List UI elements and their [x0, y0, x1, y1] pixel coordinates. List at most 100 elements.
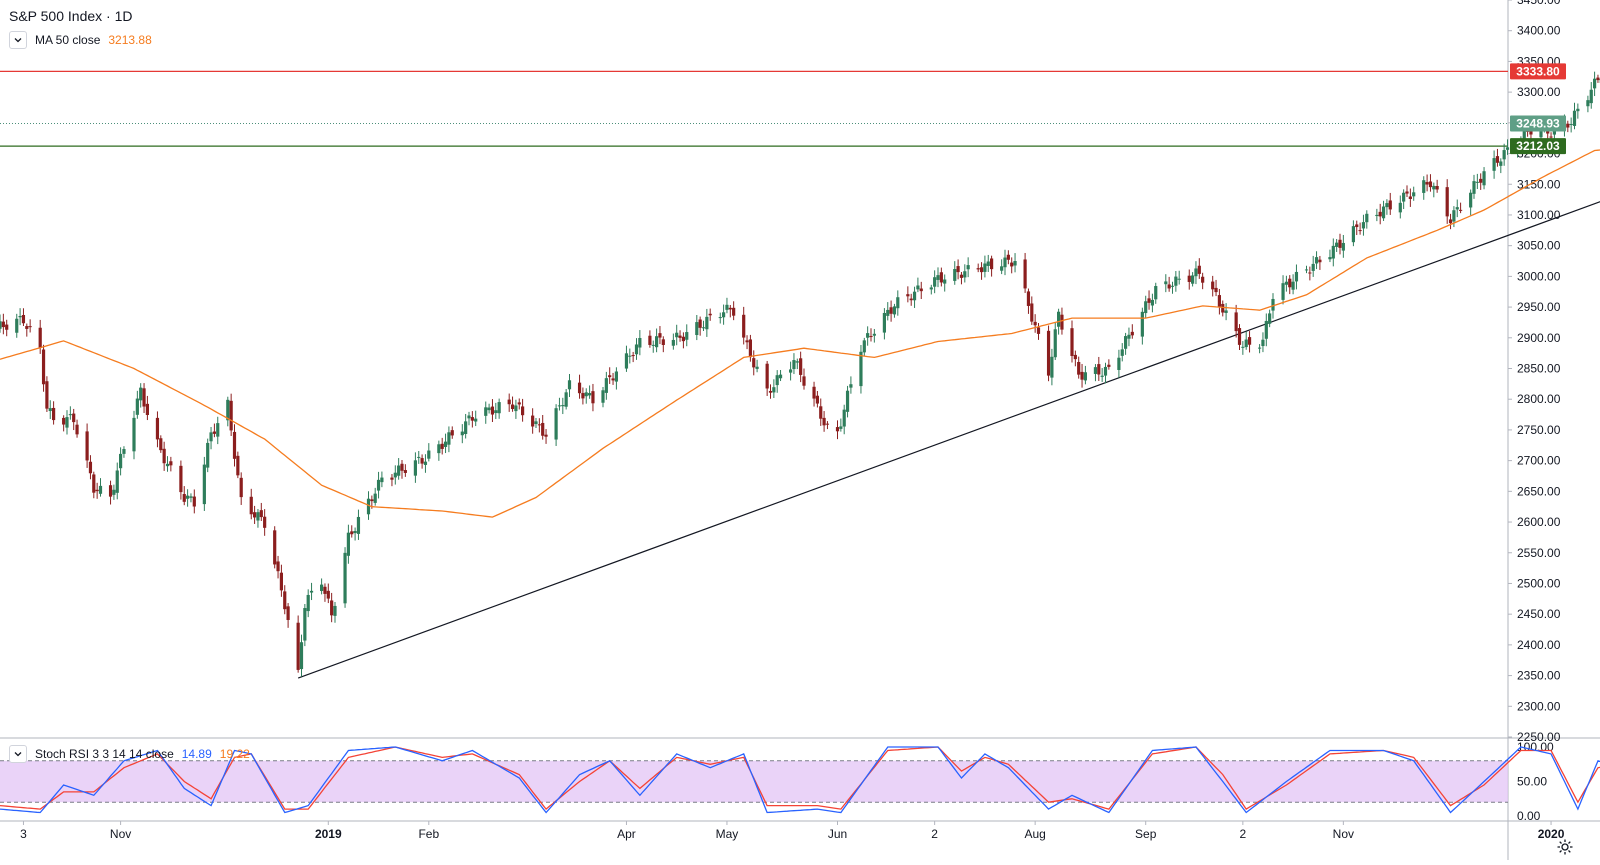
- candle-body: [1328, 257, 1331, 259]
- candle-body: [886, 310, 889, 316]
- candle-body: [1426, 182, 1429, 184]
- ma-legend-collapse-button[interactable]: [9, 31, 27, 49]
- candle-body: [1405, 191, 1408, 193]
- candle-body: [869, 336, 872, 337]
- candle-body: [967, 265, 970, 269]
- candle-body: [521, 406, 524, 415]
- candle-body: [732, 308, 735, 316]
- candle-body: [1221, 304, 1224, 313]
- candle-body: [826, 424, 829, 425]
- candle-body: [256, 512, 259, 520]
- candle-body: [839, 426, 842, 428]
- candle-body: [605, 378, 608, 393]
- price-axis-label: 3300.00: [1517, 85, 1561, 99]
- candle-body: [1318, 260, 1321, 263]
- candle-body: [1060, 315, 1063, 330]
- candle-body: [1000, 266, 1003, 270]
- candle-body: [75, 425, 78, 435]
- price-axis-label: 2400.00: [1517, 638, 1561, 652]
- time-axis-label: 2: [1240, 827, 1247, 841]
- candle-body: [980, 267, 983, 272]
- candle-body: [1124, 336, 1127, 349]
- candle-body: [1258, 348, 1261, 349]
- candle-body: [1496, 156, 1499, 163]
- candle-body: [538, 424, 541, 425]
- time-axis-label: Apr: [617, 827, 636, 841]
- candle-body: [534, 421, 537, 424]
- candle-body: [1268, 313, 1271, 323]
- candle-body: [866, 333, 869, 338]
- candle-body: [859, 352, 862, 386]
- candle-body: [578, 383, 581, 394]
- candle-body: [19, 316, 22, 317]
- candle-body: [819, 406, 822, 418]
- candle-body: [916, 285, 919, 289]
- candle-body: [494, 410, 497, 413]
- price-axis-label: 2550.00: [1517, 546, 1561, 560]
- candle-body: [112, 490, 115, 495]
- gear-icon[interactable]: [1556, 838, 1574, 856]
- candle-body: [461, 432, 464, 436]
- candle-body: [906, 294, 909, 296]
- candle-body: [615, 371, 618, 381]
- candle-body: [1503, 150, 1506, 159]
- candle-body: [310, 591, 313, 593]
- time-axis-label: 2: [931, 827, 938, 841]
- candle-body: [169, 461, 172, 465]
- candle-body: [1469, 193, 1472, 208]
- candle-body: [400, 464, 403, 471]
- trendline: [298, 124, 1600, 678]
- candle-body: [1070, 328, 1073, 356]
- candle-body: [682, 337, 685, 341]
- candle-body: [1362, 222, 1365, 228]
- candle-body: [1590, 90, 1593, 103]
- candle-body: [404, 470, 407, 473]
- candle-body: [163, 449, 166, 463]
- candle-body: [1238, 328, 1241, 345]
- candle-body: [749, 339, 752, 357]
- candle-body: [96, 490, 99, 491]
- candle-body: [709, 314, 712, 316]
- candle-body: [799, 358, 802, 375]
- candle-body: [1375, 215, 1378, 216]
- candle-body: [1295, 272, 1298, 281]
- candle-body: [1261, 340, 1264, 346]
- candle-body: [1144, 301, 1147, 313]
- candle-body: [42, 350, 45, 385]
- candle-body: [354, 531, 357, 533]
- candle-body: [1479, 179, 1482, 183]
- rsi-axis-label: 0.00: [1517, 809, 1541, 823]
- chevron-down-icon: [13, 35, 23, 45]
- candle-body: [1593, 79, 1596, 89]
- price-axis-label: 2750.00: [1517, 423, 1561, 437]
- candle-body: [846, 391, 849, 412]
- ma-legend[interactable]: MA 50 close 3213.88: [9, 31, 152, 49]
- candle-body: [1164, 281, 1167, 284]
- candle-body: [99, 486, 102, 494]
- candle-body: [1402, 193, 1405, 202]
- candle-body: [1027, 291, 1030, 306]
- candle-body: [142, 388, 145, 406]
- candle-body: [685, 332, 688, 340]
- candle-body: [1476, 182, 1479, 183]
- ma50-line: [0, 145, 1600, 517]
- time-axis-label: 3: [20, 827, 27, 841]
- stoch-rsi-legend[interactable]: Stoch RSI 3 3 14 14 close 14.89 19.22: [9, 745, 250, 763]
- time-axis-label: Nov: [110, 827, 131, 841]
- candle-body: [1047, 331, 1050, 376]
- candle-body: [1030, 303, 1033, 321]
- candle-body: [240, 478, 243, 497]
- price-axis-label: 2350.00: [1517, 669, 1561, 683]
- candle-body: [1342, 243, 1345, 251]
- rsi-legend-collapse-button[interactable]: [9, 745, 27, 763]
- candle-body: [209, 432, 212, 441]
- candle-body: [1094, 367, 1097, 374]
- candle-body: [22, 315, 25, 323]
- candle-body: [1412, 192, 1415, 196]
- candle-body: [625, 353, 628, 368]
- candle-body: [474, 419, 477, 422]
- candle-body: [963, 271, 966, 277]
- candle-body: [1178, 279, 1181, 280]
